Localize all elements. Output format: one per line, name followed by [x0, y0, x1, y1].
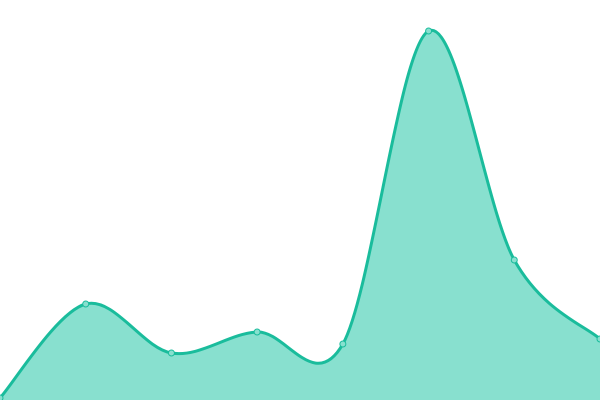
data-point-3: [253, 328, 261, 336]
data-point-7: [596, 335, 600, 343]
data-point-2: [167, 349, 175, 357]
area-fill: [0, 30, 600, 400]
data-point-0: [0, 394, 4, 400]
data-point-6: [510, 256, 518, 264]
data-point-5: [425, 27, 433, 35]
data-points: [0, 27, 600, 400]
data-point-1: [82, 300, 90, 308]
data-point-4: [339, 340, 347, 348]
